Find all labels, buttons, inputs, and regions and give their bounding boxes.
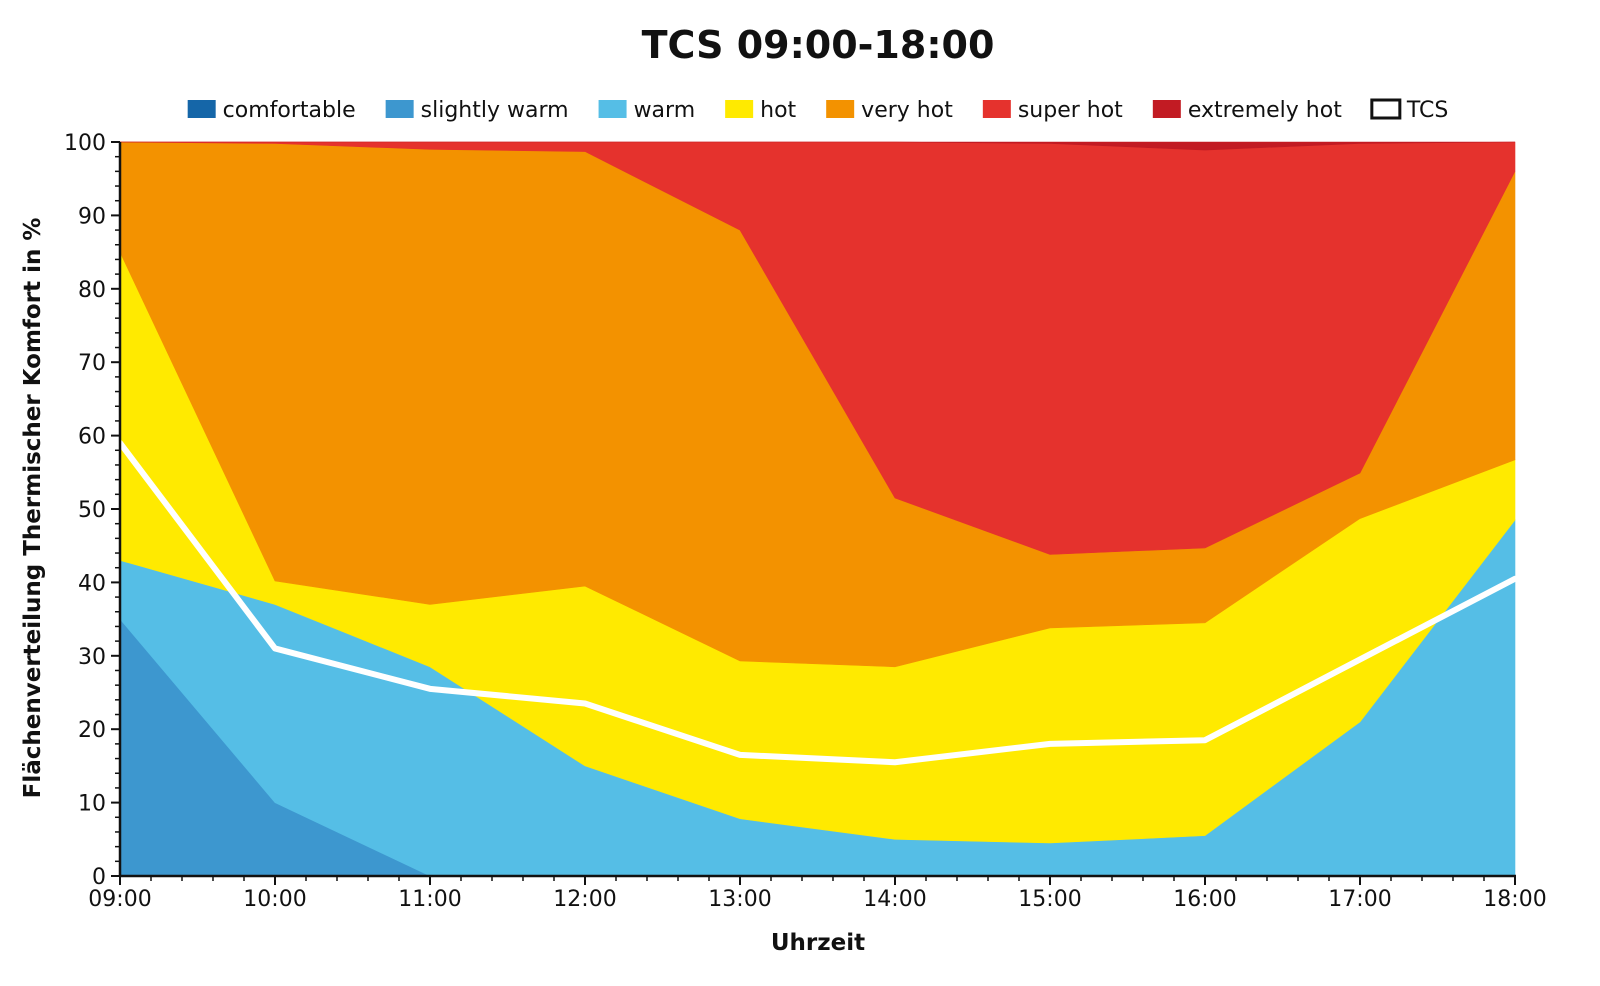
y-tick-label: 40 [78,571,106,596]
y-tick-label: 0 [92,865,106,890]
legend: comfortable slightly warm warm hot very hot s… [187,98,1448,123]
legend-item-super-hot: super hot [982,98,1123,123]
x-axis-label: Uhrzeit [771,930,865,956]
legend-label: comfortable [223,98,356,123]
legend-label: extremely hot [1188,98,1342,123]
x-tick-label: 11:00 [398,887,461,912]
legend-swatch [187,100,216,118]
legend-swatch [725,100,754,118]
tcs-line-layer [117,439,1518,766]
y-tick-label: 60 [78,425,106,450]
area-extremely-hot [120,141,1516,151]
stacked-areas [119,141,1516,877]
legend-label: hot [760,98,796,123]
legend-swatch [982,100,1011,118]
legend-swatch [826,100,855,118]
y-axis-label: Flächenverteilung Thermischer Komfort in… [20,218,46,799]
legend-swatch [1370,98,1402,120]
legend-item-very-hot: very hot [826,98,953,123]
legend-label: TCS [1406,98,1448,123]
x-tick-label: 17:00 [1328,887,1391,912]
legend-swatch [598,100,627,118]
x-tick-label: 18:00 [1483,887,1546,912]
legend-item-warm: warm [598,98,696,123]
tcs-line [117,439,1518,766]
legend-label: slightly warm [421,98,569,123]
legend-item-slightly-warm: slightly warm [385,98,569,123]
x-tick-label: 15:00 [1018,887,1081,912]
legend-item-hot: hot [725,98,797,123]
x-tick-label: 12:00 [553,887,616,912]
x-tick-label: 14:00 [863,887,926,912]
legend-item-extremely-hot: extremely hot [1152,98,1342,123]
x-tick-label: 09:00 [88,887,151,912]
legend-swatch [1152,100,1181,118]
y-tick-label: 70 [78,351,106,376]
legend-item-comfortable: comfortable [187,98,356,123]
y-tick-label: 10 [78,792,106,817]
y-tick-label: 20 [78,718,106,743]
legend-label: super hot [1018,98,1123,123]
y-tick-label: 50 [78,498,106,523]
y-tick-label: 30 [78,645,106,670]
y-tick-label: 80 [78,278,106,303]
x-tick-label: 13:00 [708,887,771,912]
x-tick-label: 16:00 [1173,887,1236,912]
y-tick-label: 90 [78,204,106,229]
legend-item-tcs: TCS [1370,98,1448,123]
axes: 0 10 20 30 40 50 60 70 80 90 100 09:00 10:00 11:00 12:… [64,131,1547,912]
y-tick-label: 100 [64,131,106,156]
legend-swatch [385,100,414,118]
chart-title: TCS 09:00-18:00 [642,23,995,67]
legend-label: warm [634,98,696,123]
x-tick-label: 10:00 [243,887,306,912]
legend-label: very hot [861,98,953,123]
